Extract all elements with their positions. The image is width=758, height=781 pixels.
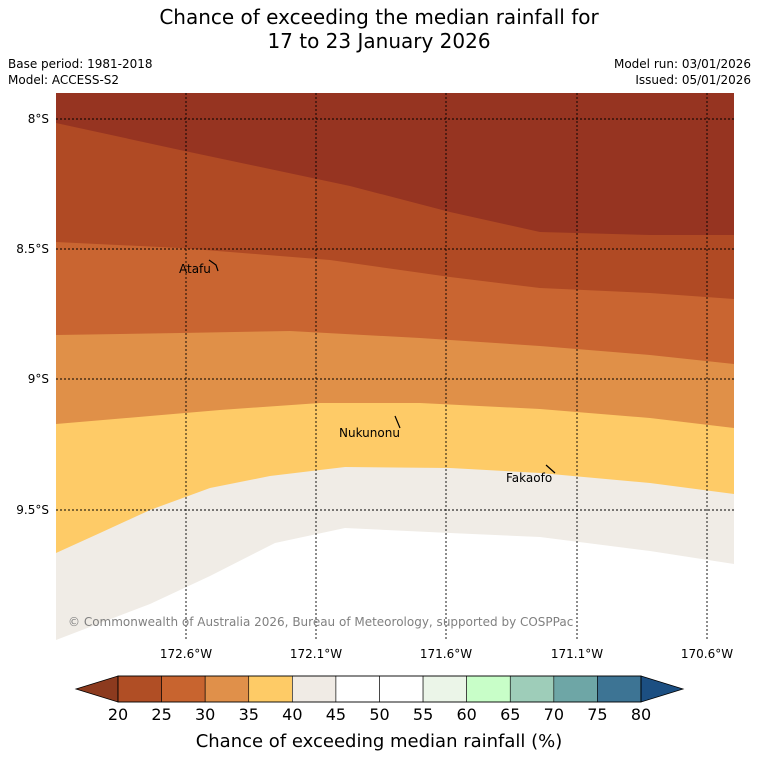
colorbar-cell-45-50	[335, 675, 380, 703]
colorbar-cells	[117, 675, 642, 703]
colorbar-tick-50: 50	[369, 705, 389, 724]
place-label-atafu: Atafu	[179, 262, 211, 276]
colorbar-cell-75-80	[597, 675, 642, 703]
model-run: Model run: 03/01/2026	[613, 57, 751, 71]
rainfall-map[interactable]: Atafu Nukunonu Fakaofo © Commonwealth of…	[56, 93, 734, 640]
nukunonu-outline	[394, 415, 401, 429]
graticule	[56, 93, 734, 640]
lon-label-171-6w: 171.6°W	[420, 647, 472, 661]
colorbar-cell-25-30	[161, 675, 206, 703]
copyright-notice: © Commonwealth of Australia 2026, Bureau…	[68, 615, 573, 629]
issued-date: Issued: 05/01/2026	[635, 73, 751, 87]
colorbar-cell-70-75	[553, 675, 598, 703]
place-label-nukunonu: Nukunonu	[339, 426, 400, 440]
lon-label-172-1w: 172.1°W	[290, 647, 342, 661]
colorbar-cell-20-25	[117, 675, 162, 703]
lon-label-172-6w: 172.6°W	[160, 647, 212, 661]
title-line-2: 17 to 23 January 2026	[267, 29, 491, 53]
colorbar-over-arrow	[640, 675, 685, 703]
colorbar-tick-45: 45	[326, 705, 346, 724]
colorbar-tick-40: 40	[282, 705, 302, 724]
colorbar-tick-80: 80	[631, 705, 651, 724]
lat-label-9-5s: 9.5°S	[16, 503, 49, 517]
band-45-55	[56, 528, 734, 640]
latitude-labels: 8°S 8.5°S 9°S 9.5°S	[16, 112, 49, 517]
colorbar: 20 25 30 35 40 45 50 55 60 65 70 75 80 Chance of exc…	[74, 675, 685, 752]
colorbar-tick-20: 20	[108, 705, 128, 724]
lon-label-170-6w: 170.6°W	[681, 647, 733, 661]
atafu-outline	[208, 259, 219, 272]
model-name: Model: ACCESS-S2	[8, 73, 120, 87]
title-line-1: Chance of exceeding the median rainfall …	[159, 5, 599, 29]
meta-right: Model run: 03/01/2026 Issued: 05/01/2026	[614, 56, 751, 88]
colorbar-under-arrow	[74, 675, 119, 703]
lon-label-171-1w: 171.1°W	[551, 647, 603, 661]
lat-label-9s: 9°S	[28, 372, 49, 386]
lat-label-8s: 8°S	[28, 112, 49, 126]
colorbar-tick-60: 60	[456, 705, 476, 724]
colorbar-tick-35: 35	[239, 705, 259, 724]
colorbar-tick-70: 70	[544, 705, 564, 724]
meta-left: Base period: 1981-2018 Model: ACCESS-S2	[8, 56, 153, 88]
colorbar-cell-60-65	[466, 675, 511, 703]
colorbar-cell-50-55	[379, 675, 424, 703]
colorbar-frame	[117, 675, 642, 703]
lat-label-8-5s: 8.5°S	[16, 242, 49, 256]
colorbar-tick-65: 65	[500, 705, 520, 724]
colorbar-cell-65-70	[509, 675, 555, 703]
colorbar-cell-55-60	[422, 675, 467, 703]
colorbar-ticks: 20 25 30 35 40 45 50 55 60 65 70 75 80	[108, 705, 651, 724]
colorbar-tick-55: 55	[413, 705, 433, 724]
colorbar-tick-30: 30	[195, 705, 215, 724]
colorbar-cell-35-40	[248, 675, 293, 703]
fakaofo-outline	[545, 464, 556, 474]
colorbar-cell-30-35	[204, 675, 250, 703]
chart-title: Chance of exceeding the median rainfall …	[0, 5, 758, 53]
colorbar-title: Chance of exceeding median rainfall (%)	[196, 731, 563, 752]
base-period: Base period: 1981-2018	[8, 57, 153, 71]
island-outlines	[208, 259, 556, 474]
longitude-labels: 172.6°W 172.1°W 171.6°W 171.1°W 170.6°W	[160, 647, 733, 661]
colorbar-tick-75: 75	[587, 705, 607, 724]
colorbar-tick-25: 25	[151, 705, 171, 724]
place-label-fakaofo: Fakaofo	[506, 471, 552, 485]
colorbar-cell-40-45	[292, 675, 337, 703]
